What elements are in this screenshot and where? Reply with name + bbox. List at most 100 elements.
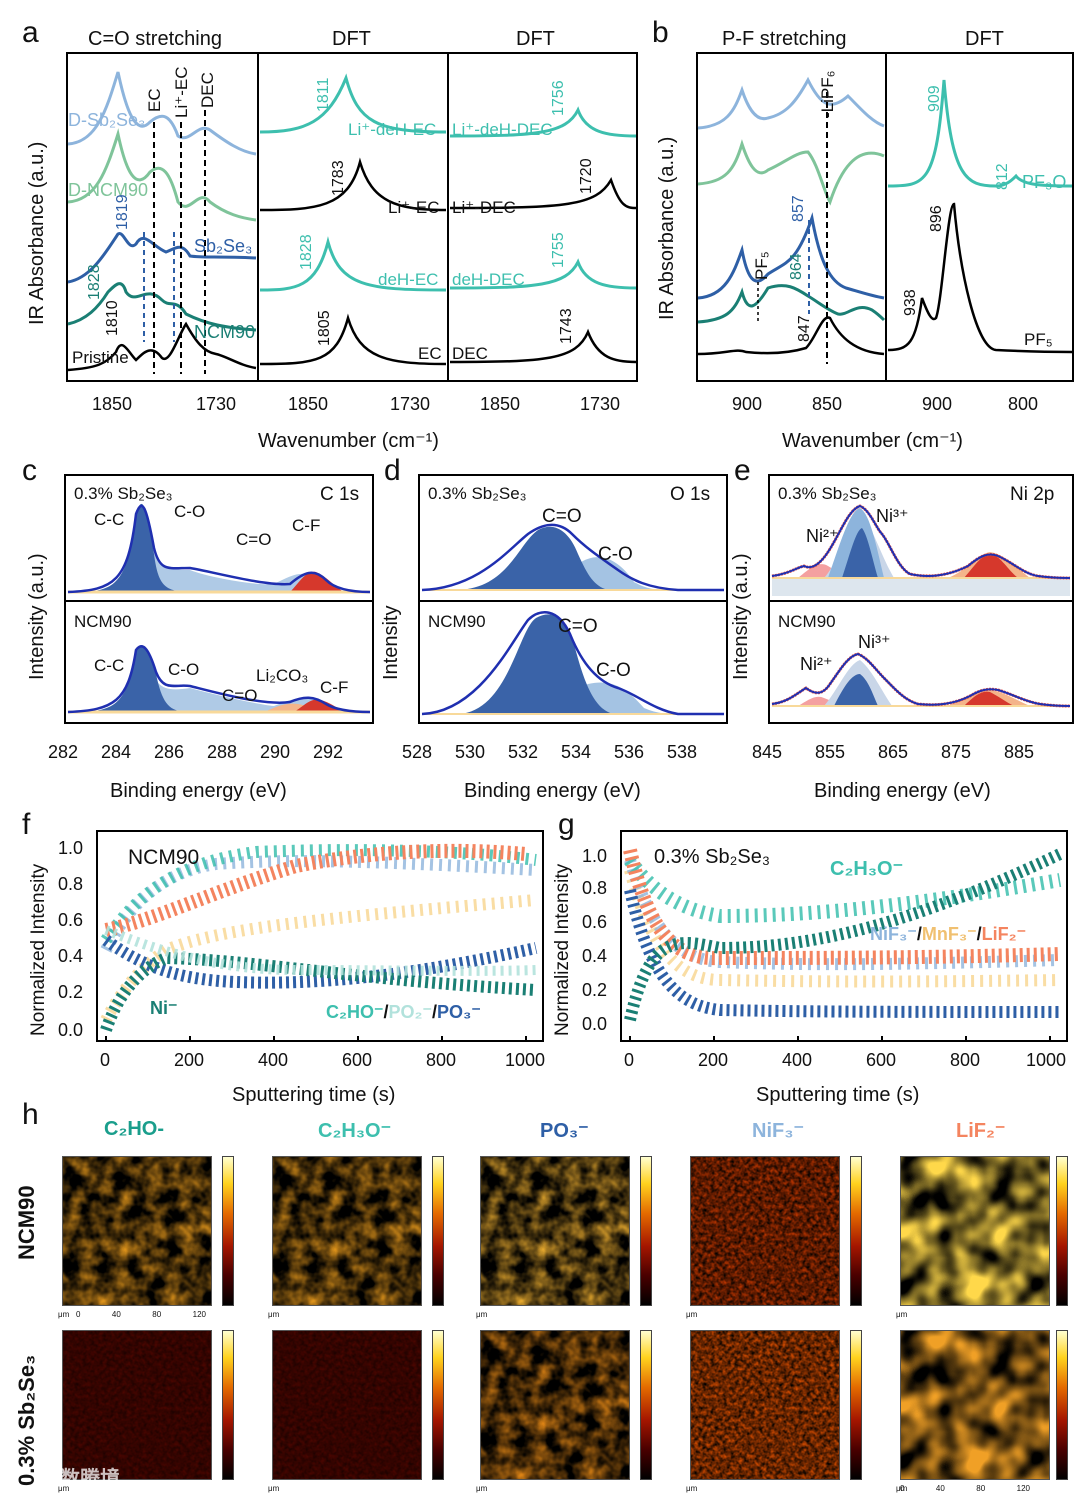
heatmap-sb2se3-c2ho (62, 1330, 212, 1480)
panel-e-divider (768, 600, 1074, 602)
d-tick-538: 538 (667, 742, 698, 762)
a-tick-1730-m: 1730 (390, 394, 431, 414)
b-peak-864: 864 (788, 253, 805, 280)
heatmap-ncm90-c2h3o (272, 1156, 422, 1306)
h-unit-2-2: μm (268, 1484, 280, 1493)
d-top-peak-c=o: C=O (542, 506, 582, 527)
panel-d-label: d (384, 454, 401, 487)
e-tick-875: 875 (941, 742, 972, 762)
h-col-lif2: LiF₂⁻ (956, 1120, 1006, 1142)
panel-d-divider (418, 600, 728, 602)
c-top-sample: 0.3% Sb₂Se₃ (74, 484, 173, 503)
a-tick-1850-m: 1850 (288, 394, 329, 414)
panel-a-xlabel: Wavenumber (cm⁻¹) (258, 430, 439, 452)
panel-e-xlabel: Binding energy (eV) (814, 780, 991, 802)
panel-c-divider (64, 600, 374, 602)
e-bottom-peak-ni3: Ni³⁺ (858, 632, 891, 652)
b-dft-label-pf5: PF₅ (1024, 330, 1053, 349)
heatmap-sb2se3-c2h3o (272, 1330, 422, 1480)
marker-li-ec: Li⁺-EC (172, 66, 191, 118)
panel-g-ylabel: Normalized Intensity (552, 863, 573, 1036)
panel-e-frame (768, 474, 1074, 724)
d-tick-532: 532 (508, 742, 539, 762)
b-dft-peak-909: 909 (926, 85, 943, 112)
panel-a-divider-2 (447, 52, 449, 382)
panel-e-label: e (734, 454, 751, 487)
panel-b-divider (885, 52, 887, 382)
marker-ec: EC (145, 88, 164, 112)
dft-peak-1783: 1783 (330, 160, 347, 196)
dft-peak-1756: 1756 (550, 80, 567, 116)
h-xtick: 40 (935, 1484, 945, 1493)
panel-f-frame (96, 830, 544, 1042)
panel-g-plot (623, 848, 1063, 1042)
b-pf5-label: PF₅ (752, 251, 771, 280)
g-series-sep-2: / (976, 924, 982, 944)
colorbar-1-5 (1056, 1156, 1068, 1306)
panel-f-ylabel: Normalized Intensity (28, 863, 49, 1036)
c-bottom-peak-cf: C-F (320, 678, 349, 697)
panel-b-title-pf: P-F stretching (722, 28, 847, 50)
curve-label-pristine: Pristine (72, 348, 129, 367)
heatmap-sb2se3-nif3 (690, 1330, 840, 1480)
panel-a-title-dft1: DFT (332, 28, 371, 50)
h-unit-1-2: μm (268, 1310, 280, 1319)
colorbar-2-2 (432, 1330, 444, 1480)
colorbar-1-2 (432, 1156, 444, 1306)
panel-e-ylabel: Intensity (a.u.) (730, 553, 752, 680)
c-bottom-peak-cc: C-C (94, 656, 125, 675)
dft-label-li-ec: Li⁺-EC (388, 198, 440, 217)
d-tick-530: 530 (455, 742, 486, 762)
f-xtick-1000: 1000 (505, 1050, 546, 1070)
f-xtick-400: 400 (258, 1050, 289, 1070)
dft-label-deh-ec: deH-EC (378, 270, 439, 289)
heatmap-sb2se3-po3 (480, 1330, 630, 1480)
b-dft-peak-896: 896 (928, 205, 945, 232)
b-tick-850-l: 850 (812, 394, 843, 414)
h-xticks-1-1: 0 40 80 120 (76, 1310, 206, 1319)
c-top-peak-c=o: C=O (236, 530, 272, 549)
e-top-sample: 0.3% Sb₂Se₃ (778, 484, 877, 503)
h-col-c2ho: C₂HO- (104, 1118, 164, 1140)
h-xtick: 40 (111, 1310, 121, 1319)
panel-f-xlabel: Sputtering time (s) (232, 1084, 396, 1106)
panel-b-title-dft: DFT (965, 28, 1004, 50)
panel-b-spectra (697, 76, 1073, 364)
peak-1810: 1810 (104, 300, 121, 336)
g-ytick-4: 0.8 (582, 878, 608, 898)
d-bottom-peak-co: C-O (596, 660, 631, 681)
h-unit-2-3: μm (476, 1484, 488, 1493)
b-peak-857: 857 (790, 195, 807, 222)
c-top-peak-co: C-O (174, 502, 206, 521)
h-unit-2-1: μm (58, 1484, 70, 1493)
a-tick-1730-l: 1730 (196, 394, 237, 414)
h-col-nif3: NiF₃⁻ (752, 1120, 805, 1142)
panel-d-xlabel: Binding energy (eV) (464, 780, 641, 802)
f-ytick-4: 0.8 (58, 874, 84, 894)
d-bottom-peak-c=o: C=O (558, 616, 598, 637)
h-xticks-2-5: 0 40 80 120 (900, 1484, 1030, 1493)
panel-a-spectra (67, 71, 637, 374)
b-tick-800-r: 800 (1008, 394, 1039, 414)
e-tick-855: 855 (815, 742, 846, 762)
c-tick-290: 290 (260, 742, 291, 762)
colorbar-2-3 (640, 1330, 652, 1480)
dft-label-ec: EC (418, 344, 442, 363)
panel-a-divider-1 (257, 52, 259, 382)
c-top-peak-cc: C-C (94, 510, 125, 529)
c-tick-288: 288 (207, 742, 238, 762)
heatmap-ncm90-lif2 (900, 1156, 1050, 1306)
d-core-label: O 1s (670, 484, 711, 505)
h-col-c2h3o: C₂H₃O⁻ (318, 1120, 392, 1142)
h-xtick: 120 (192, 1310, 206, 1319)
d-top-peak-co: C-O (598, 544, 633, 565)
d-bottom-sample: NCM90 (428, 612, 486, 631)
f-label-ni: Ni⁻ (150, 998, 178, 1018)
panel-a-frame (66, 52, 638, 382)
panel-e-spectra (771, 504, 1071, 708)
dft-peak-1743: 1743 (558, 308, 575, 344)
e-bottom-sample: NCM90 (778, 612, 836, 631)
panel-d-ylabel: Intensity (380, 605, 402, 680)
panel-d-spectra (421, 523, 724, 716)
g-ytick-3: 0.6 (582, 912, 608, 932)
